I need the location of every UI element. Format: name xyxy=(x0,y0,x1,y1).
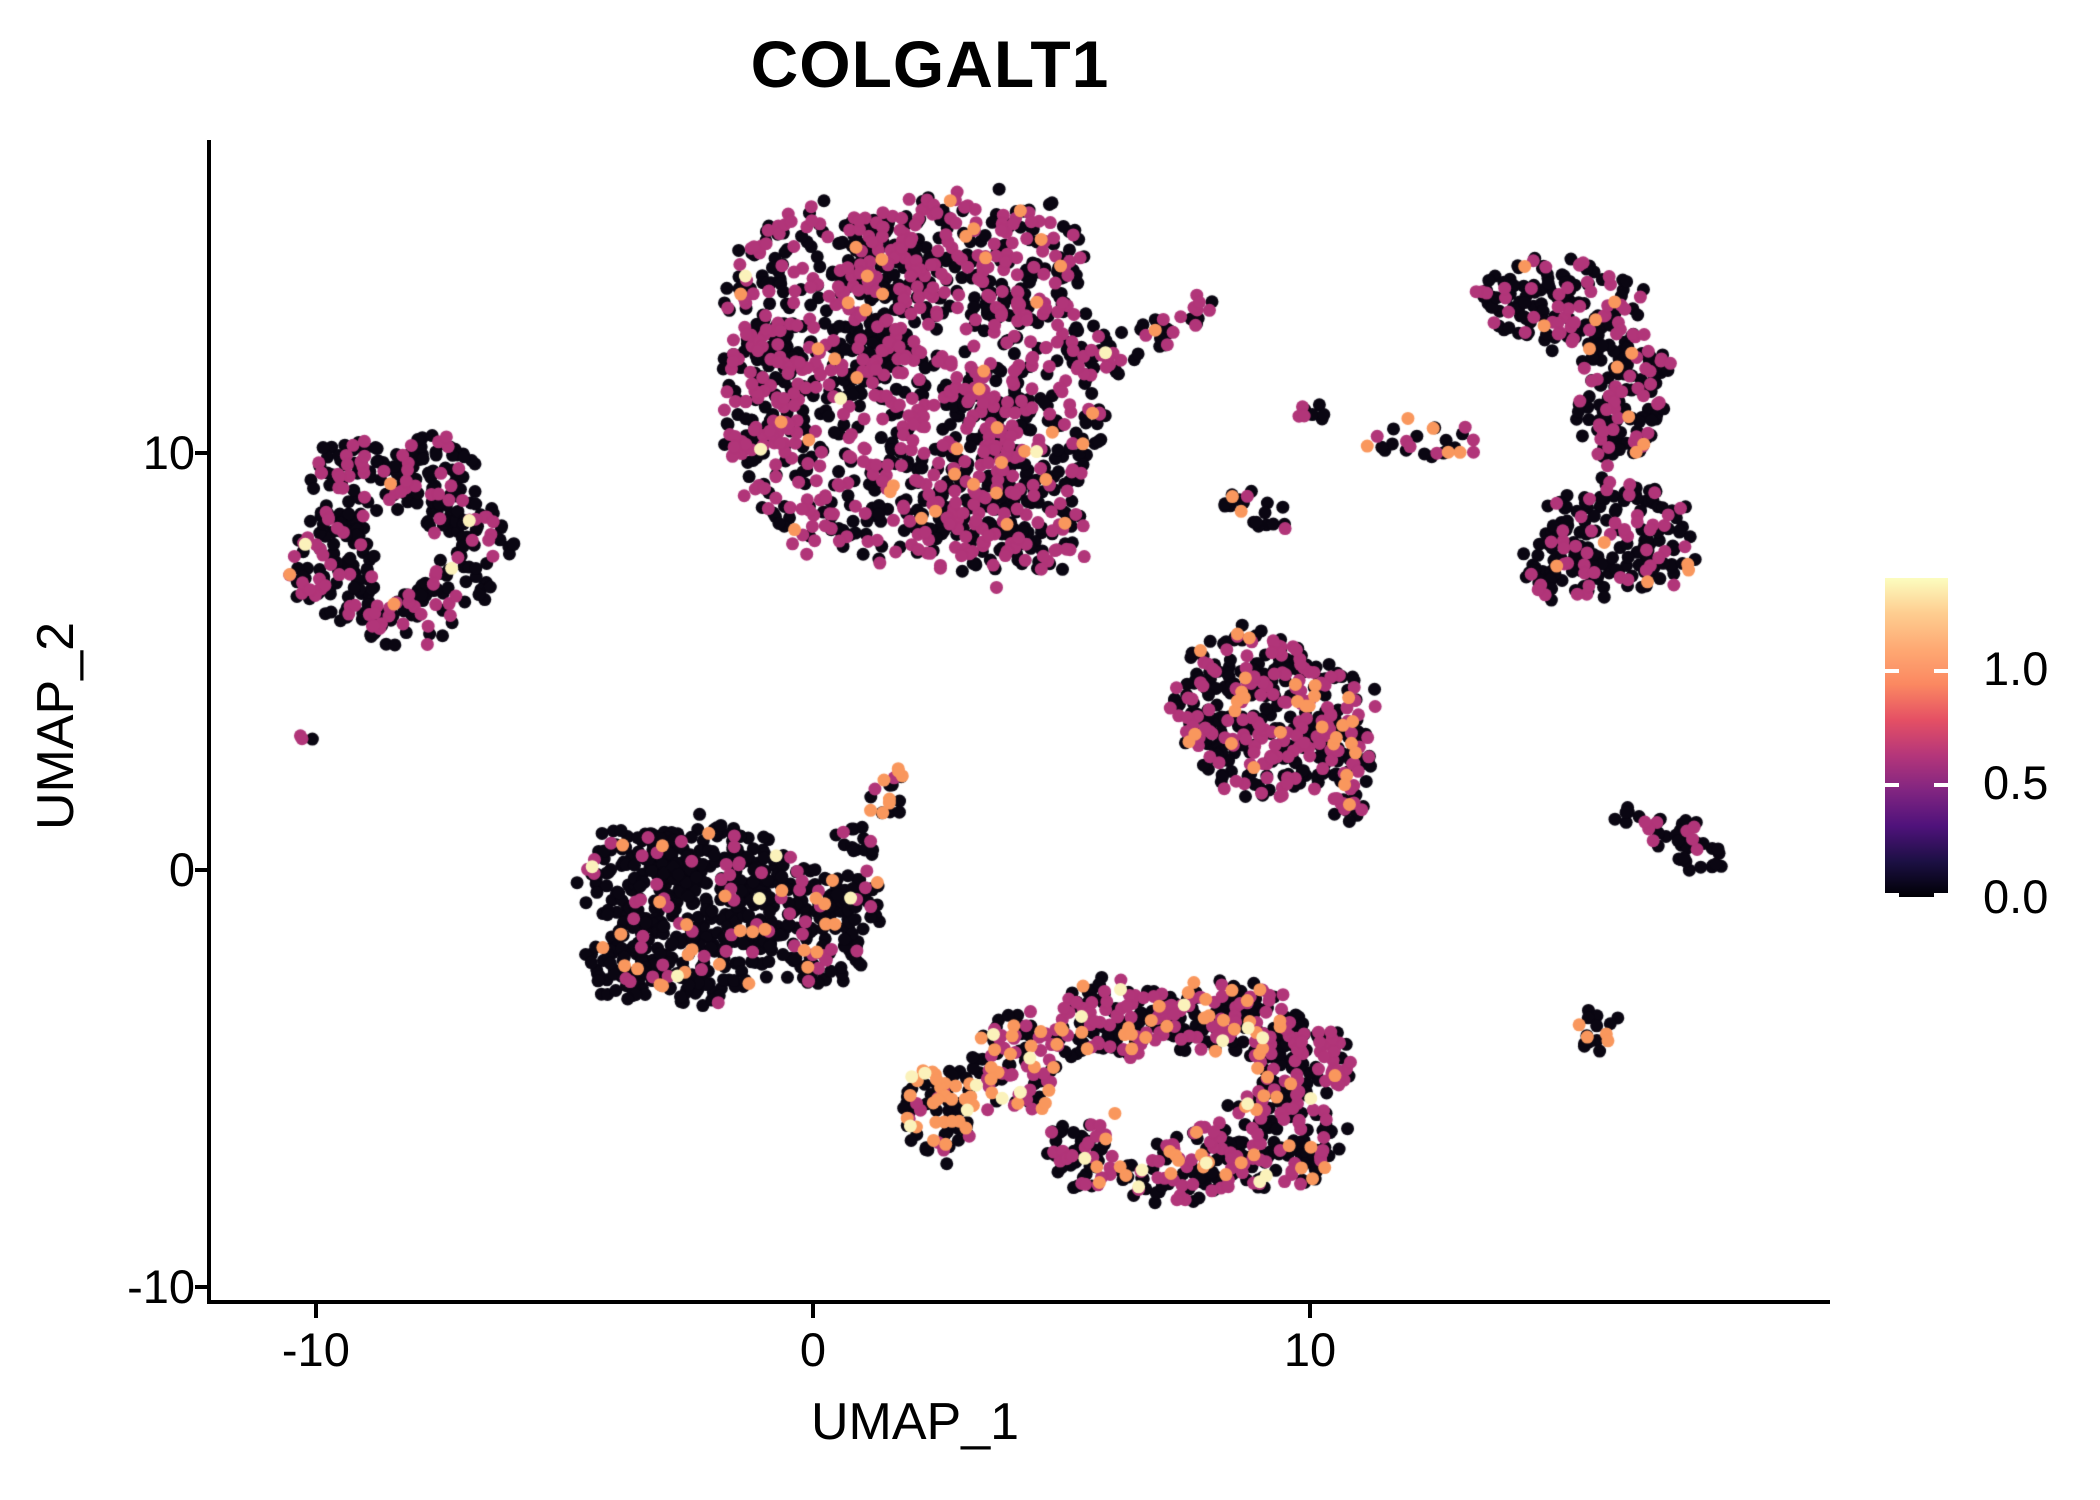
colorbar-tick-mark xyxy=(1934,669,1948,674)
expression-colorbar xyxy=(1885,578,1948,897)
colorbar-tick-mark xyxy=(1885,783,1899,788)
colorbar-tick-label: 1.0 xyxy=(1983,642,2049,696)
plot-title: COLGALT1 xyxy=(750,27,1110,101)
colorbar-tick-mark xyxy=(1885,669,1899,674)
x-tick-label: 10 xyxy=(1283,1323,1337,1376)
y-tick-label: 0 xyxy=(168,842,195,896)
y-tick-mark xyxy=(195,867,211,872)
colorbar-tick-mark xyxy=(1885,893,1899,897)
colorbar-tick-mark xyxy=(1934,893,1948,897)
x-tick-label: 0 xyxy=(799,1323,827,1376)
x-axis-line xyxy=(207,1300,1830,1304)
x-axis-title: UMAP_1 xyxy=(810,1393,1020,1451)
y-tick-label: 10 xyxy=(142,426,195,480)
colorbar-tick-label: 0.0 xyxy=(1983,870,2049,923)
x-tick-mark xyxy=(313,1302,318,1318)
x-tick-label: -10 xyxy=(281,1323,350,1376)
y-tick-mark xyxy=(195,1284,211,1289)
colorbar-tick-mark xyxy=(1934,783,1948,788)
colorbar-tick-label: 0.5 xyxy=(1983,756,2049,810)
x-tick-mark xyxy=(1308,1302,1313,1318)
y-tick-label: -10 xyxy=(127,1259,195,1313)
y-tick-mark xyxy=(195,451,211,456)
y-axis-title: UMAP_2 xyxy=(27,621,85,831)
x-tick-mark xyxy=(810,1302,815,1318)
y-axis-line xyxy=(207,140,211,1304)
